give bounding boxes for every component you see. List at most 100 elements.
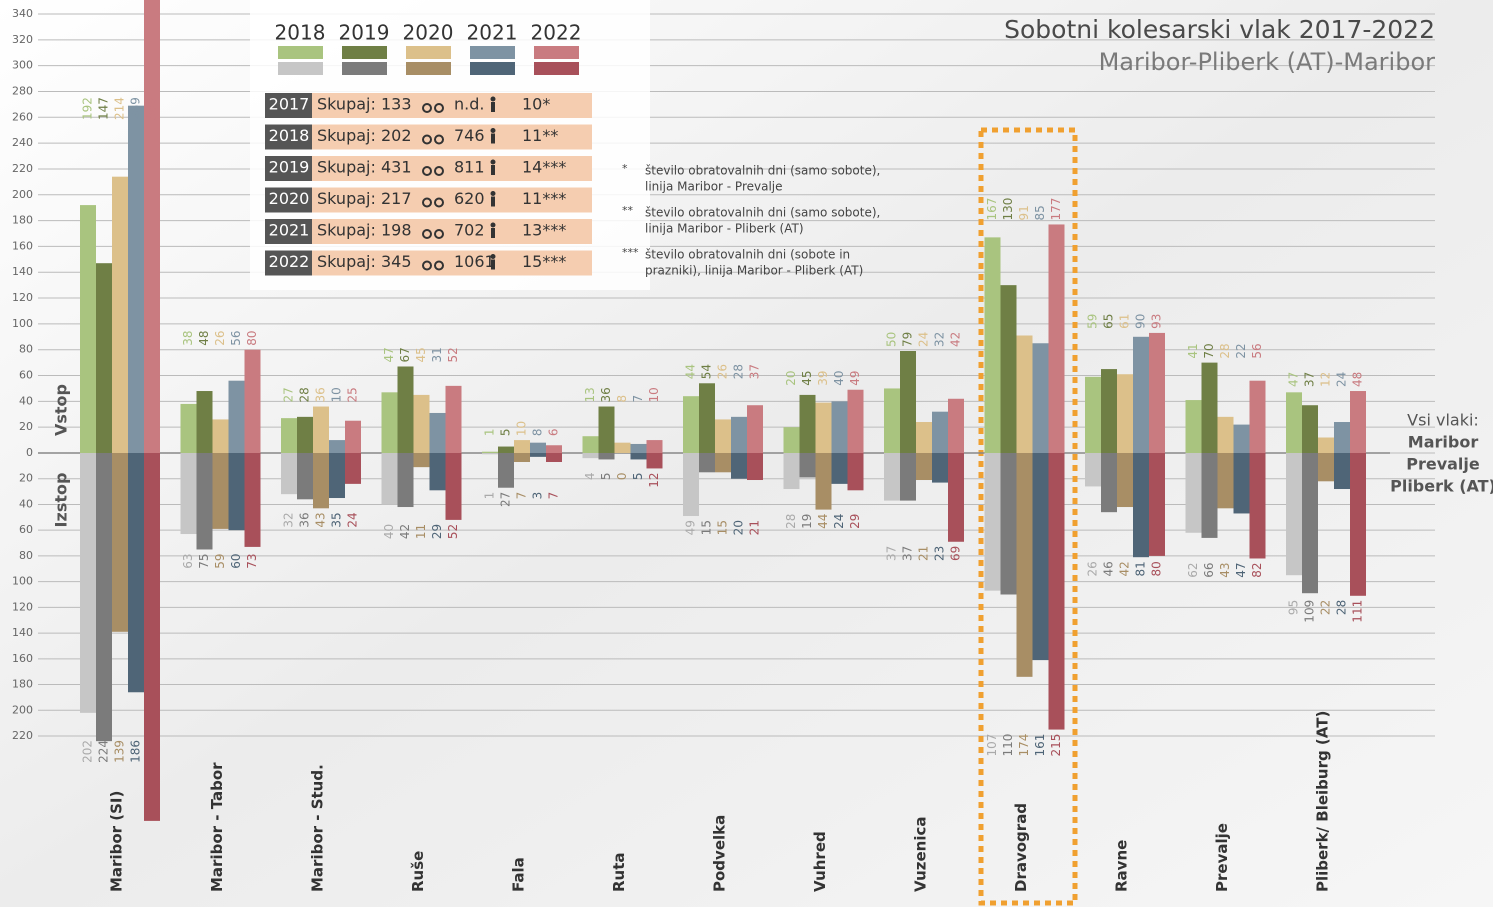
table-passengers: 620 <box>454 189 485 208</box>
bar-down <box>831 453 848 484</box>
value-label: 38 <box>181 330 195 345</box>
legend-swatch <box>278 46 323 59</box>
table-total: Skupaj: 202 <box>317 126 412 145</box>
bar-down <box>1085 453 1101 487</box>
value-label: 19 <box>800 514 814 529</box>
bar-down <box>1217 453 1234 509</box>
bike-icon <box>422 103 432 113</box>
bar-up <box>1185 400 1202 453</box>
bar-up <box>598 406 615 453</box>
bar-down <box>884 453 900 501</box>
bar-up <box>1016 335 1033 453</box>
category-label: Podvelka <box>711 815 729 892</box>
bar-down <box>984 453 1001 591</box>
bar-up <box>1350 391 1366 453</box>
bar-up <box>381 392 398 453</box>
y-tick-label: 20 <box>19 420 33 433</box>
value-label: 22 <box>1319 600 1333 615</box>
value-label: 63 <box>181 553 195 568</box>
value-label: 0 <box>615 472 629 480</box>
value-label: 21 <box>748 520 762 535</box>
value-label: 10 <box>330 387 344 402</box>
bar-up <box>244 349 261 453</box>
legend-label: 2021 <box>467 21 518 45</box>
value-label: 59 <box>1086 314 1100 329</box>
value-label: 7 <box>547 492 561 500</box>
table-total: Skupaj: 217 <box>317 189 412 208</box>
table-passengers: 746 <box>454 126 485 145</box>
side-note: Prevalje <box>1406 455 1480 474</box>
person-icon <box>490 159 496 165</box>
value-label: 130 <box>1001 198 1015 221</box>
value-label: 65 <box>1102 314 1116 329</box>
y-tick-label: 280 <box>12 84 33 97</box>
y-tick-label: 200 <box>12 188 33 201</box>
y-tick-label: 40 <box>19 497 33 510</box>
bar-up <box>984 237 1001 453</box>
bike-icon <box>434 103 444 113</box>
person-icon <box>491 259 495 270</box>
legend-swatch <box>534 62 579 75</box>
legend-label: 2018 <box>275 21 326 45</box>
value-label: 67 <box>398 347 412 362</box>
value-label: 26 <box>716 364 730 379</box>
person-icon <box>490 128 496 133</box>
legend-swatch <box>470 62 515 75</box>
person-icon <box>491 133 495 144</box>
table-year: 2017 <box>269 95 310 114</box>
bar-up <box>1101 369 1117 453</box>
value-label: 27 <box>282 387 296 402</box>
value-label: 27 <box>499 492 513 507</box>
bar-down <box>413 453 430 468</box>
value-label: 69 <box>949 546 963 561</box>
table-year: 2020 <box>269 189 310 208</box>
value-label: 21 <box>917 546 931 561</box>
value-label: 37 <box>748 364 762 379</box>
category-label: Maribor - Stud. <box>309 764 327 892</box>
bar-up <box>80 205 96 453</box>
bar-down <box>783 453 800 490</box>
bar-up <box>212 419 229 453</box>
table-total: Skupaj: 345 <box>317 252 412 271</box>
bar-down <box>1334 453 1350 490</box>
bike-icon <box>434 197 444 208</box>
footnote-text: število obratovalnih dni (sobote in <box>645 248 850 262</box>
value-label: 49 <box>848 370 862 385</box>
bar-up <box>1117 374 1133 453</box>
value-label: 37 <box>885 546 899 561</box>
bar-down <box>345 453 361 484</box>
value-label: 5 <box>599 472 613 480</box>
bike-icon <box>422 134 432 145</box>
value-label: 24 <box>917 332 931 347</box>
value-label: 10 <box>515 421 529 436</box>
category-label: Fala <box>510 857 528 892</box>
bar-up <box>297 416 313 453</box>
category-label: Maribor - Tabor <box>208 762 226 892</box>
bar-up <box>498 446 514 453</box>
bar-down <box>381 453 398 505</box>
value-label: 26 <box>1086 561 1100 576</box>
bar-down <box>281 453 297 495</box>
value-label: 45 <box>800 370 814 385</box>
value-label: 167 <box>985 198 999 221</box>
legend-label: 2019 <box>339 21 390 45</box>
bike-icon <box>422 229 432 239</box>
bar-down <box>715 453 731 473</box>
value-label: 25 <box>346 387 360 402</box>
value-label: 54 <box>700 364 714 379</box>
value-label: 161 <box>1033 734 1047 757</box>
bar-up <box>96 263 112 453</box>
bar-up <box>514 440 530 453</box>
bar-up <box>699 383 715 453</box>
value-label: 215 <box>1049 734 1063 757</box>
value-label: 20 <box>732 520 746 535</box>
value-label: 60 <box>229 553 243 568</box>
footnote-text: število obratovalnih dni (samo sobote), <box>645 164 880 178</box>
bar-up <box>932 411 948 453</box>
legend-label: 2022 <box>531 21 582 45</box>
bar-up <box>413 394 430 453</box>
bike-icon <box>422 166 432 176</box>
value-label: 81 <box>1134 561 1148 576</box>
table-year-cell <box>265 187 312 213</box>
value-label: 12 <box>647 472 661 487</box>
